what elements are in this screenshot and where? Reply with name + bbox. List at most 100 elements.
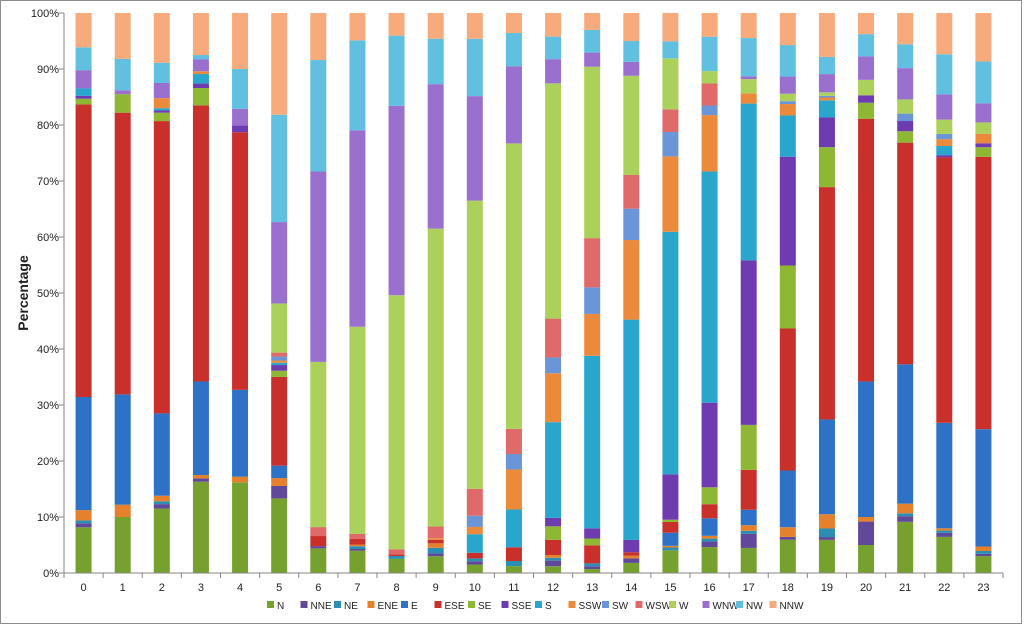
bar-segment-ne [897,513,914,517]
bar-segment-nnw [740,13,757,39]
legend-label-e: E [411,601,418,612]
bar-segment-ssw [427,538,444,540]
bar-segment-nw [75,47,92,71]
y-axis-ticks: 0% 10% 20% 30% 40% 50% 60% 70% 80% 90% 100% [31,8,64,580]
bar-segment-nnw [858,13,875,35]
bar-segment-s [584,355,601,529]
bar-segment-nw [388,35,405,106]
bar-segment-ene [936,528,953,531]
bar-segment-se [271,370,288,377]
bar-segment-ene [349,544,366,547]
bar-segment-nw [936,54,953,95]
legend-swatch-nw [736,601,743,608]
bar-segment-wsw [466,488,483,516]
bar-segment-n [975,556,992,573]
bar-segment-n [388,558,405,573]
legend-swatch-ssw [568,601,576,608]
bar-segment-ne [818,528,835,538]
bar-segment-n [310,548,327,573]
bar-segment-ssw [505,469,522,510]
bar-segment-n [623,562,640,573]
bar-segment-sw [936,133,953,140]
bar-segment-ssw [975,133,992,144]
bar-segment-nne [975,553,992,557]
y-tick-label: 80% [37,120,59,132]
bar-segment-sse [936,155,953,158]
bar-segment-ne [936,530,953,533]
bar-segment-ne [349,546,366,549]
bar-segment-ne [505,560,522,567]
bar-segment-nw [271,114,288,223]
bar-segment-sse [153,110,170,113]
bar-segment-wsw [505,428,522,455]
bar-segment-w [858,79,875,96]
bar-segment-n [192,481,209,573]
bar-segment-ene [114,504,131,517]
x-tick-label: 13 [586,582,598,594]
bar-segment-w [936,119,953,134]
bar-segment-ssw [662,156,679,232]
bar-segment-sse [232,125,249,133]
bar-segment-n [271,498,288,573]
y-tick-label: 20% [37,456,59,468]
x-tick-label: 15 [664,582,676,594]
y-axis-title: Percentage [15,255,31,331]
legend-swatch-w [669,601,676,608]
bar-segment-ene [545,554,562,558]
bar-segment-sse [192,83,209,89]
bar-segment-wsw [623,175,640,209]
bar-segment-e [779,470,796,528]
bar-segment-n [701,547,718,573]
legend-swatch-ene [367,601,375,608]
bar-segment-sw [779,101,796,105]
bar-segment-wnw [975,103,992,123]
bar-segment-nne [701,541,718,548]
bar-segment-nw [505,33,522,67]
bar-segment-ene [975,546,992,552]
bar-segment-sse [584,528,601,539]
legend-label-n: N [277,601,284,612]
bar-segment-w [388,295,405,550]
bar-segment-nw [897,44,914,69]
bar-segment-se [858,102,875,119]
legend-swatch-s [535,601,542,608]
bar-segment-nw [584,29,601,53]
bar-segment-nne [897,516,914,522]
legend-swatch-se [468,601,475,608]
legend-swatch-n [267,601,274,608]
bar-segment-w [662,58,679,110]
bar-segment-nw [232,69,249,109]
bar-segment-ese [936,157,953,423]
legend-swatch-ese [434,601,442,608]
bar-segment-ne [466,558,483,562]
bar-segment-nne [427,553,444,557]
bar-segment-ese [310,536,327,547]
bar-segment-nw [192,55,209,60]
bar-segment-sw [897,113,914,122]
bar-segment-ese [740,469,757,510]
bar-segment-sse [662,474,679,520]
bar-segment-w [975,122,992,134]
bar-segment-e [271,465,288,479]
bar-segment-ese [545,539,562,555]
bar-segment-nne [858,521,875,545]
bar-segment-nne [310,546,327,549]
bar-segment-ese [114,112,131,395]
bar-segment-n [818,539,835,573]
bar-segment-ssw [623,240,640,320]
bar-segment-se [779,265,796,329]
bar-segment-sse [545,517,562,527]
bar-segment-n [897,521,914,573]
bar-segment-wsw [271,352,288,357]
legend-label-nne: NNE [311,601,332,612]
bar-segment-sse [740,260,757,425]
bar-segment-ene [192,475,209,479]
x-tick-label: 4 [237,582,243,594]
bar-segment-nnw [310,13,327,61]
bar-segment-w [897,99,914,114]
bar-segment-ese [75,104,92,397]
x-tick-label: 6 [315,582,321,594]
x-tick-label: 17 [743,582,755,594]
bar-segment-s [505,509,522,548]
